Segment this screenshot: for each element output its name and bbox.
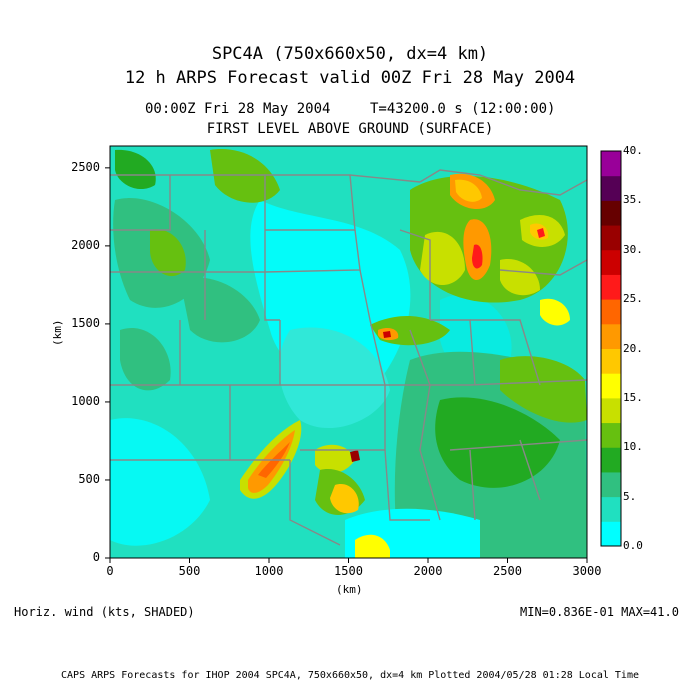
colorbar-swatch <box>601 348 621 374</box>
colorbar-frame <box>600 150 622 547</box>
colorbar-swatch <box>601 323 621 349</box>
wind-field-map <box>110 146 587 558</box>
y-tick-label: 2000 <box>71 237 100 252</box>
colorbar-swatch <box>601 200 621 226</box>
colorbar-swatch <box>601 249 621 275</box>
x-tick-label: 1500 <box>334 564 363 578</box>
colorbar-label: 20. <box>623 341 643 355</box>
colorbar-label: 30. <box>623 242 643 256</box>
colorbar-swatch <box>601 397 621 424</box>
y-tick-label: 2500 <box>71 159 100 174</box>
simulation-time-label: T=43200.0 s (12:00:00) <box>370 101 556 117</box>
x-tick-label: 500 <box>178 564 201 578</box>
state-borders <box>110 169 587 546</box>
colorbar-swatch <box>601 373 621 399</box>
colorbar-swatch <box>601 175 621 201</box>
colorbar <box>600 150 622 547</box>
colorbar-label: 10. <box>623 440 643 454</box>
colorbar-swatch <box>601 521 621 547</box>
y-axis-label: (km) <box>51 319 64 347</box>
colorbar-swatch <box>601 225 621 251</box>
colorbar-swatch <box>601 471 621 498</box>
y-tick-label: 1000 <box>71 393 100 408</box>
level-label: FIRST LEVEL ABOVE GROUND (SURFACE) <box>206 121 494 137</box>
axis-tick-marks <box>105 167 588 563</box>
plot-title-line-1: SPC4A (750x660x50, dx=4 km) <box>211 44 489 64</box>
x-tick-label: 3000 <box>572 564 602 578</box>
colorbar-label: 0.0 <box>623 539 643 552</box>
colorbar-swatch <box>601 496 621 522</box>
colorbar-label: 40. <box>623 144 643 157</box>
y-tick-label: 1500 <box>71 315 100 330</box>
y-tick-label: 0 <box>92 550 100 564</box>
colorbar-swatch <box>601 151 621 177</box>
plot-title-line-2: 12 h ARPS Forecast valid 00Z Fri 28 May … <box>124 68 576 88</box>
field-description: Horiz. wind (kts, SHADED) <box>14 605 195 619</box>
colorbar-label: 25. <box>623 292 643 306</box>
colorbar-label: 35. <box>623 193 643 207</box>
y-tick-label: 500 <box>78 471 100 486</box>
x-tick-label: 2000 <box>413 564 443 578</box>
colorbar-label: 5. <box>623 489 637 503</box>
colorbar-label: 15. <box>623 390 643 404</box>
x-tick-label: 0 <box>106 564 114 578</box>
x-axis-label: (km) <box>336 583 363 596</box>
x-tick-label: 1000 <box>254 564 284 578</box>
colorbar-swatch <box>601 447 621 473</box>
valid-time-label: 00:00Z Fri 28 May 2004 <box>145 101 331 117</box>
colorbar-swatch <box>601 274 621 300</box>
colorbar-swatch <box>601 422 621 448</box>
footer-caption: CAPS ARPS Forecasts for IHOP 2004 SPC4A,… <box>61 670 639 681</box>
x-tick-label: 2500 <box>493 564 522 578</box>
colorbar-swatch <box>601 299 621 325</box>
min-max-label: MIN=0.836E-01 MAX=41.0 <box>520 605 679 619</box>
